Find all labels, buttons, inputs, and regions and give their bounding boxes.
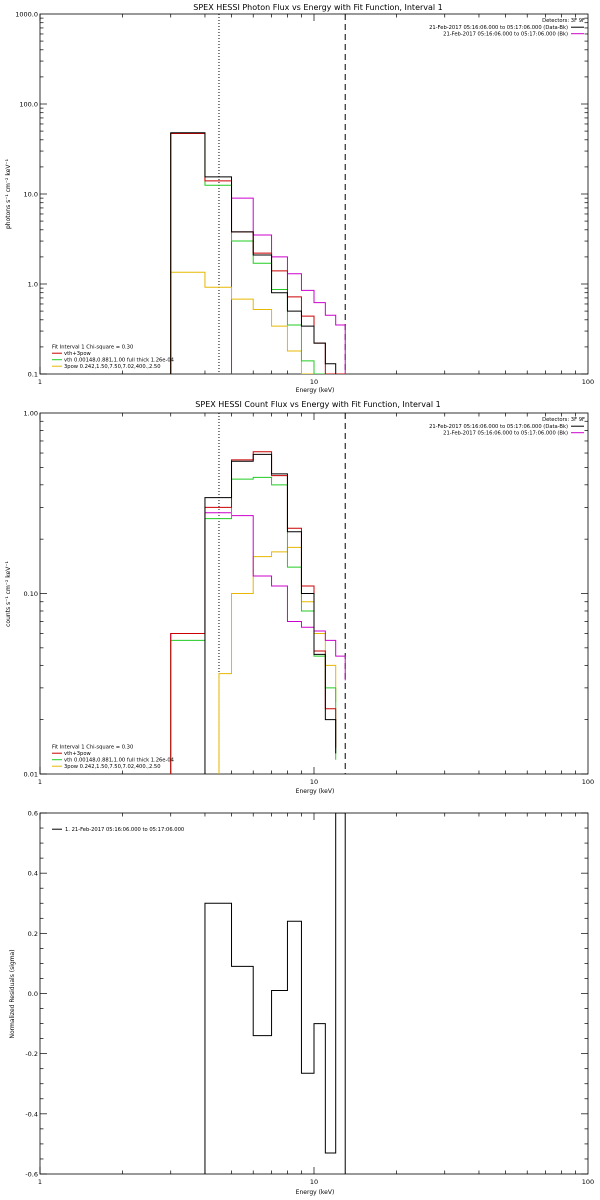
y-tick-label: 1000.0 [15, 11, 38, 19]
legend-entry: vth 0.00148,0.881,1.00 full thick 1.26e-… [64, 758, 175, 764]
x-tick-label: 100 [582, 1178, 594, 1186]
series-step-line [170, 451, 337, 774]
legend-entry: 21-Feb-2017 05:16:06.000 to 05:17:06.000… [443, 431, 568, 437]
y-tick-label: 100.0 [19, 101, 38, 109]
legend-entry: 3pow 0.242,1.50,7.50,7.02,400.,2.50 [64, 764, 161, 770]
y-tick-label: 0.2 [28, 930, 38, 938]
x-tick-label: 100 [582, 378, 594, 386]
panel-title: SPEX HESSI Count Flux vs Energy with Fit… [195, 400, 440, 409]
series-step-line [231, 197, 346, 374]
y-tick-label: 0.0 [28, 990, 38, 998]
y-axis-label: counts s⁻¹ cm⁻² keV⁻¹ [5, 561, 12, 627]
series-step-line [170, 271, 336, 374]
x-tick-label: 10 [310, 778, 318, 786]
legend-entry: 1. 21-Feb-2017 05:16:06.000 to 05:17:06.… [65, 827, 184, 833]
y-tick-label: 0.1 [28, 371, 38, 379]
x-tick-label: 10 [310, 1178, 318, 1186]
y-tick-label: 1.00 [24, 410, 38, 418]
x-tick-label: 1 [38, 778, 42, 786]
y-tick-label: 1.0 [28, 281, 38, 289]
legend-entry: 21-Feb-2017 05:16:06.000 to 05:17:06.000… [429, 424, 568, 430]
y-tick-label: 10.0 [24, 191, 38, 199]
y-tick-label: 0.01 [24, 771, 38, 779]
y-tick-label: -0.4 [25, 1110, 38, 1118]
legend-bottom-left: Fit Interval 1 Chi-square = 0.30vth+3pow… [52, 745, 175, 770]
x-tick-label: 10 [310, 378, 318, 386]
y-axis-label: Normalized Residuals (sigma) [9, 949, 16, 1038]
legend-header: Fit Interval 1 Chi-square = 0.30 [52, 345, 133, 351]
y-tick-label: 0.4 [28, 870, 38, 878]
x-axis-label: Energy (keV) [296, 788, 335, 795]
series-step-line [170, 132, 337, 374]
series-step-line [170, 476, 337, 774]
legend-bottom-left: Fit Interval 1 Chi-square = 0.30vth+3pow… [52, 345, 175, 370]
series-step-line [170, 133, 346, 374]
series-step-line [204, 813, 346, 1174]
y-tick-label: 0.6 [28, 810, 38, 818]
legend-entry: 21-Feb-2017 05:16:06.000 to 05:17:06.000… [429, 25, 568, 31]
legend-entry: vth+3pow [64, 351, 92, 357]
legend-entry: 21-Feb-2017 05:16:06.000 to 05:17:06.000… [443, 32, 568, 38]
plot-frame [39, 812, 589, 1175]
legend-header: Detectors: 3F 9F [542, 417, 585, 423]
x-tick-label: 1 [38, 378, 42, 386]
legend-entry: 3pow 0.242,1.50,7.50,7.02,400.,2.50 [64, 364, 161, 370]
panel-title: SPEX HESSI Photon Flux vs Energy with Fi… [193, 3, 443, 12]
y-axis-label: photons s⁻¹ cm⁻² keV⁻¹ [5, 158, 12, 229]
y-tick-label: 0.10 [24, 590, 38, 598]
series-step-line [218, 546, 337, 774]
series-step-line [170, 512, 346, 774]
legend-header: Fit Interval 1 Chi-square = 0.30 [52, 745, 133, 751]
x-tick-label: 1 [38, 1178, 42, 1186]
legend-top-left: 1. 21-Feb-2017 05:16:06.000 to 05:17:06.… [52, 827, 184, 833]
series-step-line [204, 453, 337, 774]
legend-header: Detectors: 3F 9F [542, 18, 585, 24]
legend-entry: vth+3pow [64, 751, 92, 757]
y-tick-label: -0.6 [25, 1171, 38, 1179]
legend-entry: vth 0.00148,0.881,1.00 full thick 1.26e-… [64, 358, 175, 364]
panel-count-flux: SPEX HESSI Count Flux vs Energy with Fit… [5, 400, 594, 795]
x-axis-label: Energy (keV) [296, 387, 335, 394]
y-tick-label: -0.2 [25, 1050, 38, 1058]
x-tick-label: 100 [582, 778, 594, 786]
panel-residuals: 1 10 100 -0.6 -0.4 -0.2 0.0 0.2 0.4 0.6 1. 21-Feb-… [9, 810, 594, 1197]
x-axis-label: Energy (keV) [296, 1189, 335, 1196]
panel-photon-flux: SPEX HESSI Photon Flux vs Energy with Fi… [5, 3, 594, 394]
